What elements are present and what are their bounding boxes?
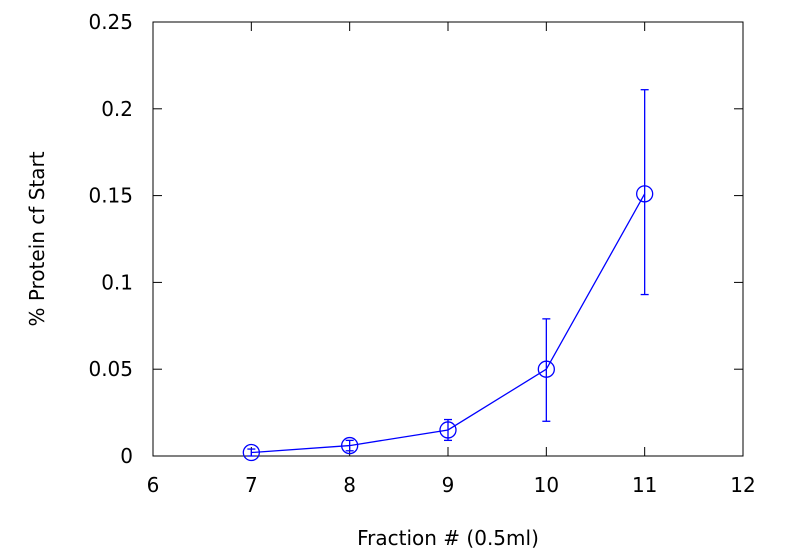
y-axis-ticks: 0 0.05 0.1 0.15 0.2 0.25	[88, 10, 743, 468]
plot-frame	[152, 21, 744, 457]
y-tick-label: 0	[120, 444, 133, 468]
x-tick-label: 12	[730, 473, 755, 497]
data-point	[537, 360, 555, 378]
plot-frame-group	[152, 21, 744, 457]
x-axis-ticks: 6 7 8 9 10 11 12	[147, 22, 756, 497]
x-tick-label: 10	[534, 473, 559, 497]
series-group	[242, 89, 654, 462]
x-axis-label: Fraction # (0.5ml)	[357, 526, 539, 550]
y-axis-label: % Protein cf Start	[25, 151, 49, 326]
x-tick-label: 7	[245, 473, 258, 497]
y-tick-label: 0.25	[88, 10, 133, 34]
x-tick-label: 8	[343, 473, 356, 497]
x-tick-label: 6	[147, 473, 160, 497]
y-tick-label: 0.15	[88, 184, 133, 208]
y-tick-label: 0.1	[101, 270, 133, 294]
data-point	[242, 443, 260, 462]
data-point	[636, 185, 654, 203]
data-point	[439, 421, 457, 439]
x-tick-label: 9	[442, 473, 455, 497]
data-point	[341, 436, 359, 455]
y-tick-label: 0.05	[88, 357, 133, 381]
y-tick-label: 0.2	[101, 97, 133, 121]
x-tick-label: 11	[632, 473, 657, 497]
series-line	[251, 193, 646, 454]
